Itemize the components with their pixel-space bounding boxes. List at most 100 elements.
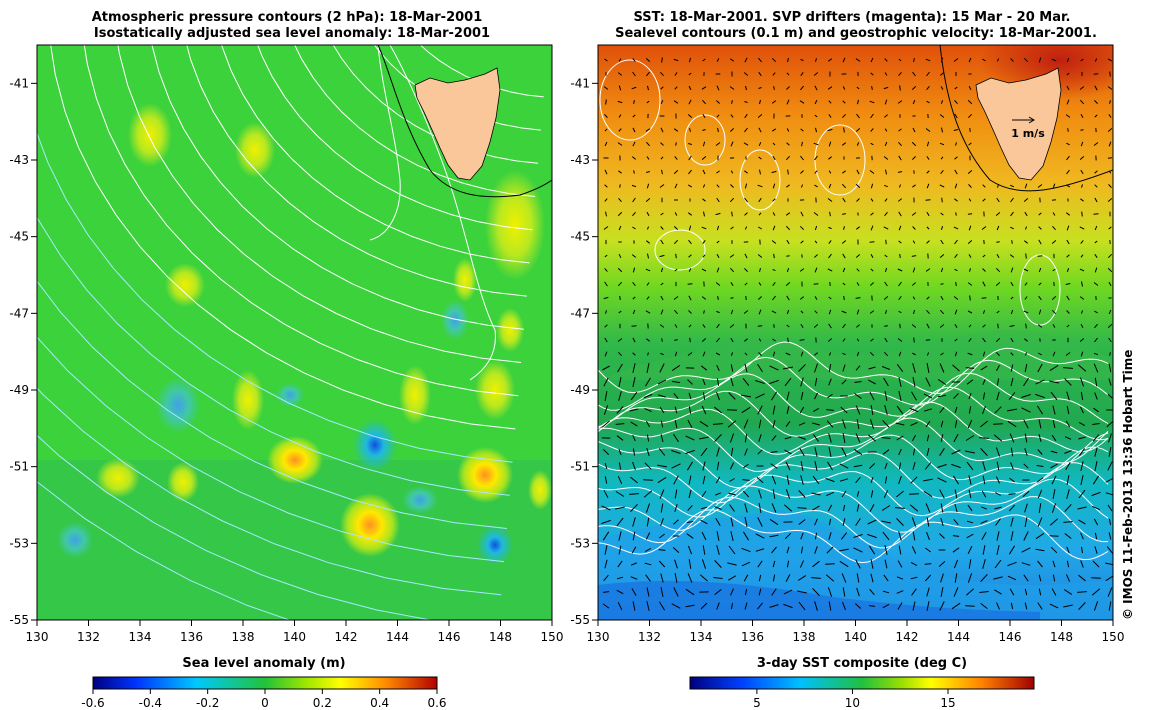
velocity-arrow: [730, 170, 734, 174]
velocity-arrow: [758, 489, 762, 499]
velocity-arrow: [912, 448, 916, 456]
velocity-arrow: [727, 562, 737, 566]
velocity-arrow: [758, 419, 762, 429]
velocity-arrow: [828, 363, 832, 373]
velocity-arrow: [1093, 601, 1099, 611]
velocity-arrow: [687, 184, 693, 188]
velocity-arrow: [870, 338, 874, 342]
velocity-arrow: [632, 531, 636, 541]
velocity-arrow: [1077, 364, 1087, 372]
velocity-arrow: [964, 450, 976, 454]
velocity-arrow: [685, 588, 695, 596]
velocity-arrow: [814, 546, 818, 554]
velocity-arrow: [1051, 295, 1057, 301]
velocity-arrow: [967, 282, 973, 286]
velocity-arrow: [716, 267, 720, 273]
velocity-arrow: [1093, 142, 1099, 146]
velocity-arrow: [688, 254, 692, 258]
velocity-arrow: [870, 113, 874, 119]
velocity-arrow: [646, 141, 650, 147]
velocity-arrow: [755, 380, 765, 384]
sla-blob: [276, 383, 304, 407]
velocity-arrow: [688, 99, 692, 105]
velocity-arrow: [954, 338, 958, 342]
velocity-arrow: [1052, 351, 1056, 357]
velocity-arrow: [1049, 603, 1059, 609]
velocity-arrow: [884, 184, 888, 188]
velocity-arrow: [898, 531, 902, 541]
velocity-arrow: [713, 577, 723, 579]
sla-blob: [528, 470, 552, 510]
left-y-tick-label: -41: [9, 76, 29, 90]
velocity-arrow: [772, 225, 776, 231]
velocity-arrow: [1066, 405, 1070, 415]
velocity-arrow: [954, 156, 958, 160]
velocity-arrow: [1067, 128, 1069, 132]
velocity-arrow: [899, 85, 901, 91]
velocity-arrow: [882, 420, 890, 428]
velocity-arrow: [632, 141, 636, 147]
velocity-arrow: [1077, 591, 1087, 593]
velocity-arrow: [1050, 546, 1058, 554]
velocity-arrow: [702, 114, 706, 118]
velocity-arrow: [1080, 391, 1084, 401]
velocity-arrow: [1038, 588, 1042, 596]
velocity-arrow: [798, 422, 806, 426]
pressure-contour: [294, 45, 536, 197]
velocity-arrow: [741, 406, 751, 414]
velocity-arrow: [1080, 377, 1084, 387]
velocity-arrow: [896, 518, 904, 526]
velocity-arrow: [939, 184, 945, 188]
pressure-contour: [37, 336, 505, 563]
velocity-arrow: [1066, 142, 1070, 146]
velocity-arrow: [660, 573, 664, 583]
velocity-arrow: [632, 434, 636, 442]
velocity-arrow: [1052, 574, 1056, 582]
velocity-arrow: [615, 423, 625, 425]
velocity-arrow: [982, 559, 986, 569]
velocity-arrow: [1107, 393, 1113, 399]
velocity-arrow: [910, 421, 918, 427]
velocity-arrow: [912, 461, 916, 471]
sealevel-contour: [598, 341, 1109, 394]
velocity-arrow: [1080, 560, 1084, 568]
shelf-isobath-left: [377, 45, 552, 198]
velocity-arrow: [744, 127, 748, 133]
velocity-arrow: [951, 463, 961, 469]
velocity-arrow: [689, 128, 691, 132]
velocity-arrow: [1024, 282, 1028, 286]
velocity-arrow: [825, 563, 835, 565]
velocity-arrow: [617, 475, 623, 485]
velocity-arrow: [1093, 282, 1099, 286]
velocity-arrow: [869, 282, 875, 286]
velocity-arrow: [912, 363, 916, 373]
velocity-arrow: [966, 461, 974, 471]
velocity-arrow: [715, 476, 721, 484]
velocity-arrow: [646, 282, 650, 286]
velocity-arrow: [910, 476, 918, 484]
velocity-arrow: [841, 213, 847, 215]
velocity-arrow: [645, 128, 651, 132]
velocity-arrow: [712, 423, 724, 425]
velocity-arrow: [967, 170, 973, 174]
velocity-arrow: [1064, 533, 1072, 539]
velocity-arrow: [702, 169, 706, 175]
velocity-arrow: [617, 363, 623, 373]
velocity-arrow: [660, 226, 664, 230]
velocity-arrow: [968, 489, 972, 499]
velocity-arrow: [1080, 474, 1084, 486]
right-x-tick-label: 132: [638, 630, 661, 644]
velocity-arrow: [868, 463, 876, 469]
velocity-arrow: [771, 170, 777, 174]
velocity-arrow: [716, 170, 720, 174]
velocity-arrow: [814, 296, 818, 300]
velocity-arrow: [925, 377, 931, 387]
velocity-arrow: [870, 72, 874, 76]
velocity-arrow: [629, 493, 639, 495]
velocity-arrow: [884, 325, 888, 327]
velocity-arrow: [940, 420, 944, 428]
velocity-arrow: [842, 100, 846, 104]
velocity-arrow: [980, 520, 988, 524]
velocity-arrow: [787, 169, 789, 175]
velocity-arrow: [772, 281, 776, 287]
